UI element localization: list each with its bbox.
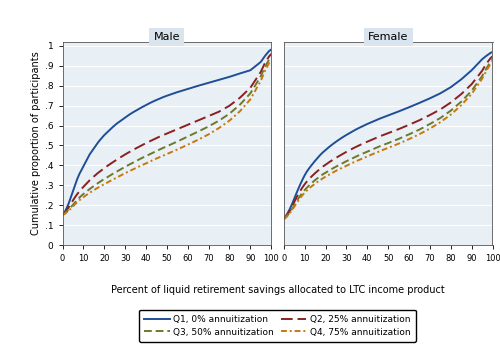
Title: Female: Female: [368, 32, 408, 42]
Legend: Q1, 0% annuitization, Q3, 50% annuitization, Q2, 25% annuitization, Q4, 75% annu: Q1, 0% annuitization, Q3, 50% annuitizat…: [139, 309, 416, 342]
Y-axis label: Cumulative proportion of participants: Cumulative proportion of participants: [30, 51, 40, 235]
Title: Male: Male: [154, 32, 180, 42]
Text: Percent of liquid retirement savings allocated to LTC income product: Percent of liquid retirement savings all…: [110, 285, 444, 295]
